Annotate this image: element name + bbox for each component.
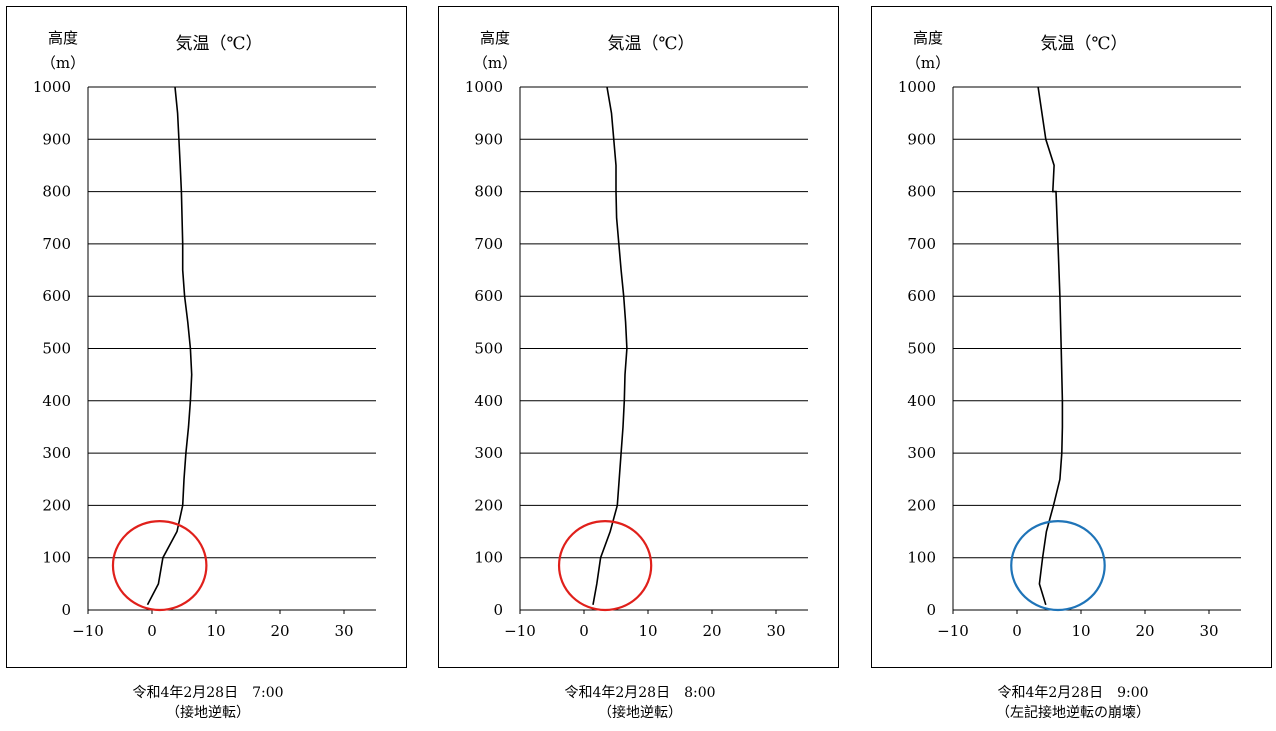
y-axis-label: 高度 — [48, 29, 78, 47]
x-tick-label: −10 — [504, 622, 536, 640]
x-tick-label: 0 — [147, 622, 157, 640]
x-tick-label: 0 — [579, 622, 589, 640]
caption-0900: 令和4年2月28日 9:00 （左記接地逆転の崩壊） — [923, 683, 1223, 723]
chart-panel-0900: 0 100 200 300 400 500 600 700 800 900 1000 −10 0 10 20… — [871, 6, 1272, 668]
x-tick-label: 20 — [1135, 622, 1154, 640]
y-tick-label: 800 — [474, 183, 503, 201]
y-tick-label: 0 — [493, 601, 503, 619]
x-tick-label: 0 — [1012, 622, 1022, 640]
y-tick-label: 0 — [926, 601, 936, 619]
y-tick-label: 1000 — [898, 78, 936, 96]
y-tick-label: 500 — [907, 340, 936, 358]
y-tick-label: 600 — [474, 287, 503, 305]
y-tick-label: 900 — [907, 130, 936, 148]
caption-datetime-0800: 令和4年2月28日 8:00 — [564, 685, 716, 701]
y-axis-unit: （m） — [473, 54, 517, 72]
y-tick-label: 500 — [42, 340, 71, 358]
caption-datetime-0900: 令和4年2月28日 9:00 — [997, 685, 1149, 701]
temperature-line — [592, 86, 628, 605]
highlight-circle — [557, 519, 653, 612]
temperature-line — [1037, 86, 1064, 606]
chart-title: 気温（℃） — [1040, 34, 1127, 54]
y-tick-label: 100 — [474, 549, 503, 567]
caption-0700: 令和4年2月28日 7:00 （接地逆転） — [58, 683, 358, 723]
y-tick-label: 1000 — [33, 78, 71, 96]
y-tick-label: 700 — [474, 235, 503, 253]
y-tick-label: 200 — [474, 496, 503, 514]
y-tick-label: 700 — [42, 235, 71, 253]
y-tick-label: 1000 — [465, 78, 503, 96]
chart-title: 気温（℃） — [175, 34, 262, 54]
caption-0800: 令和4年2月28日 8:00 （接地逆転） — [490, 683, 790, 723]
highlight-circle — [1010, 519, 1106, 612]
temperature-line — [146, 86, 193, 606]
y-tick-label: 800 — [42, 183, 71, 201]
x-tick-label: 30 — [334, 622, 353, 640]
x-tick-label: 30 — [766, 622, 785, 640]
y-tick-label: 500 — [474, 340, 503, 358]
y-tick-label: 200 — [42, 496, 71, 514]
x-tick-label: 10 — [1071, 622, 1090, 640]
x-tick-label: 30 — [1199, 622, 1218, 640]
y-tick-label: 900 — [42, 130, 71, 148]
y-tick-label: 600 — [907, 287, 936, 305]
chart-title: 気温（℃） — [607, 34, 694, 54]
y-tick-label: 300 — [474, 444, 503, 462]
y-tick-label: 400 — [42, 392, 71, 410]
y-tick-label: 100 — [42, 549, 71, 567]
chart-panel-0800: 0 100 200 300 400 500 600 700 800 900 1000 −10 0 10 20… — [438, 6, 839, 668]
y-tick-label: 600 — [42, 287, 71, 305]
y-tick-label: 300 — [907, 444, 936, 462]
y-tick-label: 400 — [474, 392, 503, 410]
y-axis-unit: （m） — [41, 54, 85, 72]
caption-note-0800: （接地逆転） — [598, 705, 682, 721]
y-tick-label: 200 — [907, 496, 936, 514]
x-tick-label: 20 — [270, 622, 289, 640]
y-tick-label: 800 — [907, 183, 936, 201]
y-tick-label: 100 — [907, 549, 936, 567]
y-tick-label: 400 — [907, 392, 936, 410]
x-tick-label: −10 — [937, 622, 969, 640]
y-tick-label: 700 — [907, 235, 936, 253]
chart-panel-0700: 0 100 200 300 400 500 600 700 800 900 1000 −10 0 10 20… — [6, 6, 407, 668]
y-tick-label: 0 — [61, 601, 71, 619]
y-axis-label: 高度 — [480, 29, 510, 47]
x-tick-label: 10 — [206, 622, 225, 640]
caption-datetime-0700: 令和4年2月28日 7:00 — [132, 685, 284, 701]
highlight-circle — [111, 519, 208, 612]
caption-note-0900: （左記接地逆転の崩壊） — [996, 705, 1150, 721]
y-tick-label: 900 — [474, 130, 503, 148]
caption-note-0700: （接地逆転） — [166, 705, 250, 721]
y-axis-unit: （m） — [906, 54, 950, 72]
y-tick-label: 300 — [42, 444, 71, 462]
x-tick-label: 20 — [702, 622, 721, 640]
x-tick-label: −10 — [72, 622, 104, 640]
y-axis-label: 高度 — [913, 29, 943, 47]
x-tick-label: 10 — [638, 622, 657, 640]
